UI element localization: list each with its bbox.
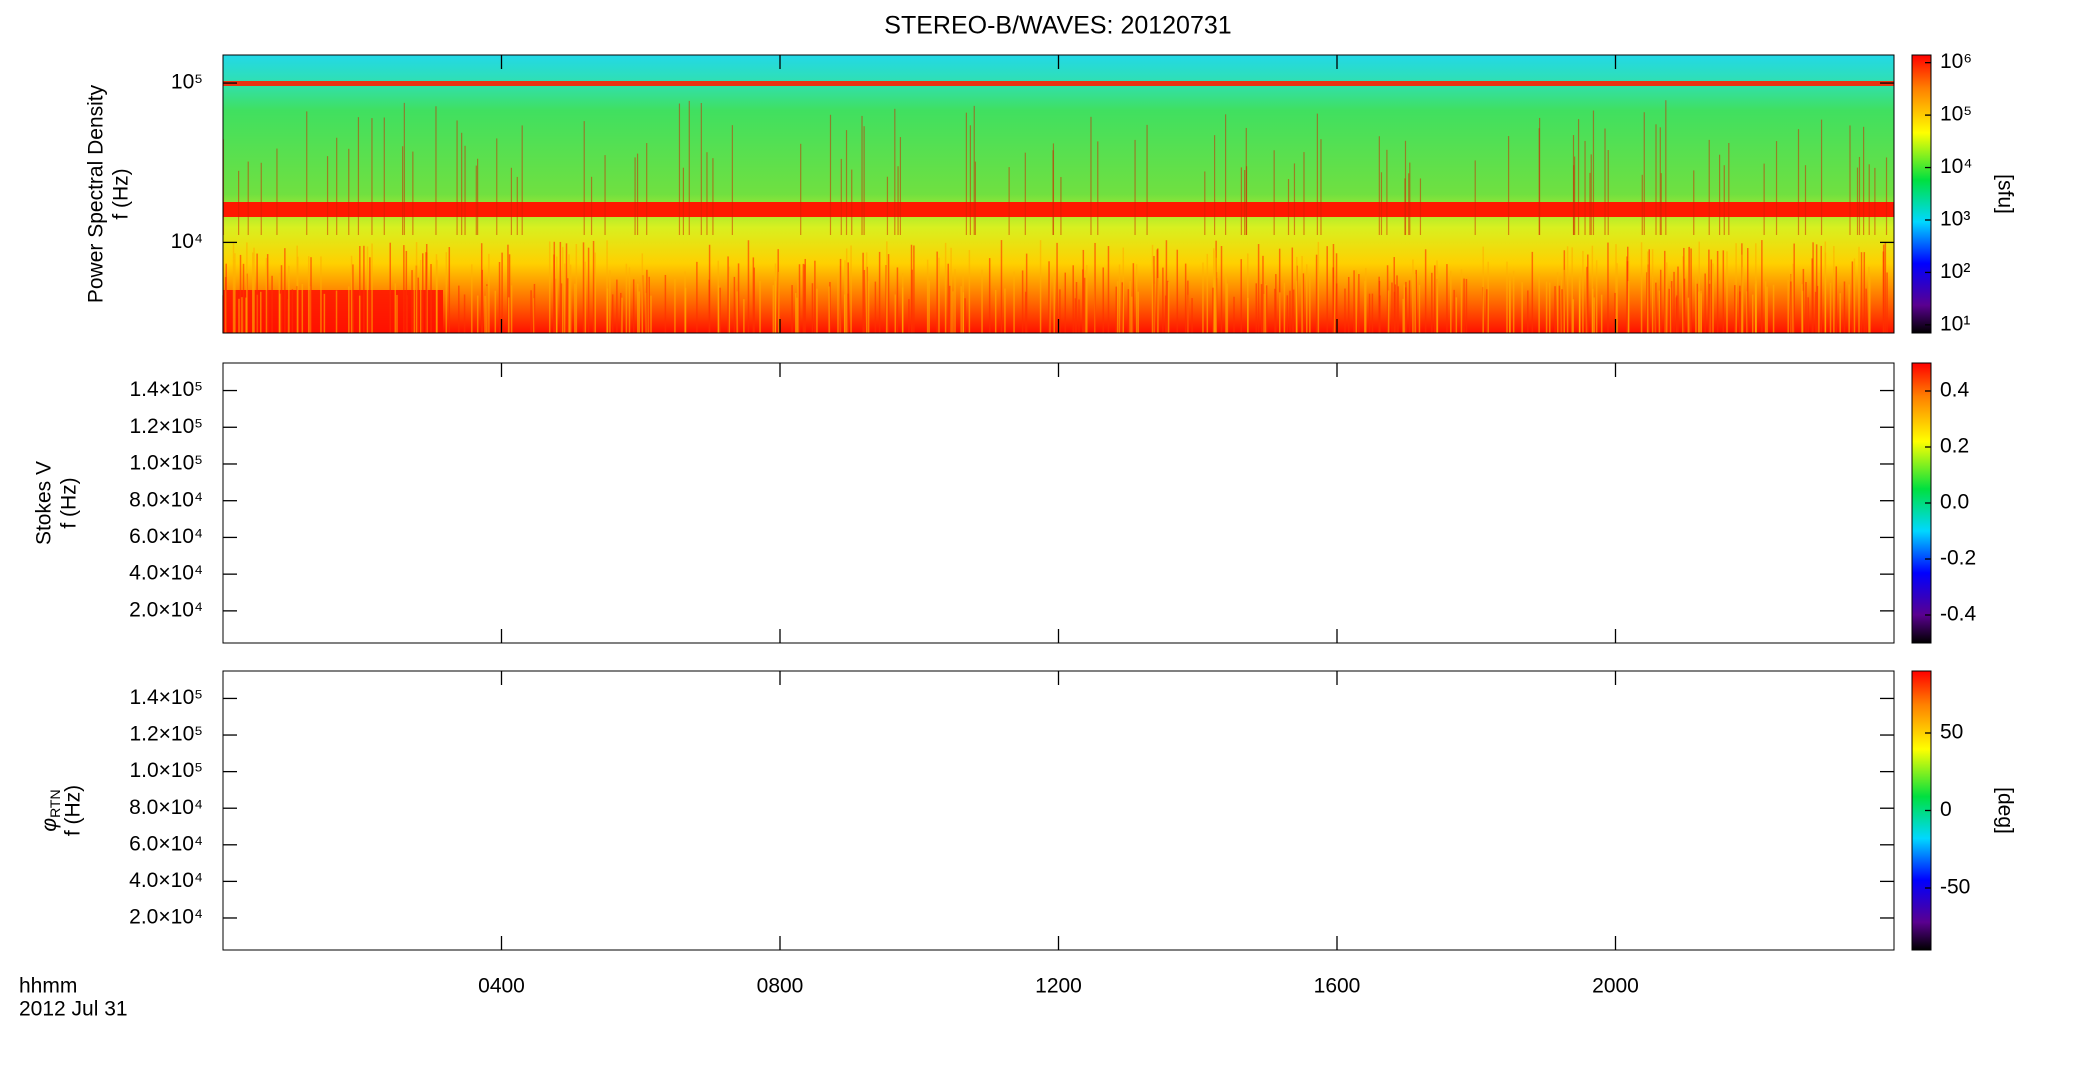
colorbar-tick-label: 10⁵ <box>1940 103 1972 126</box>
colorbar-tick-label: 0 <box>1940 798 1952 821</box>
colorbar-title: [deg] <box>1993 787 2016 834</box>
y-axis-symbol: φ <box>38 818 61 832</box>
spectrogram <box>222 55 1894 333</box>
x-tick-label: 0800 <box>757 975 804 998</box>
y-tick-label: 8.0×10⁴ <box>129 796 203 819</box>
colorbar-tick-label: 10³ <box>1940 208 1970 231</box>
panel-frame <box>222 670 1895 951</box>
y-tick-label: 1.4×10⁵ <box>129 378 203 401</box>
y-tick-label: 1.0×10⁵ <box>129 759 203 782</box>
colorbar-tick-label: 10² <box>1940 260 1970 283</box>
x-axis-title: hhmm <box>19 975 77 998</box>
y-tick-label: 1.2×10⁵ <box>129 723 203 746</box>
colorbar-tick-label: 0.2 <box>1940 435 1969 458</box>
y-axis-title: f (Hz) <box>110 168 133 219</box>
y-tick-label: 4.0×10⁴ <box>129 869 203 892</box>
y-tick-label: 2.0×10⁴ <box>129 598 203 621</box>
y-tick-label: 6.0×10⁴ <box>129 832 203 855</box>
colorbar-title: [sfu] <box>1993 174 2016 214</box>
x-axis-title: 2012 Jul 31 <box>19 998 128 1021</box>
chart-title: STEREO-B/WAVES: 20120731 <box>884 12 1231 40</box>
colorbar-tick-label: -0.2 <box>1940 547 1976 570</box>
colorbar <box>1911 54 1932 334</box>
y-tick-label: 4.0×10⁴ <box>129 562 203 585</box>
y-axis-title: φRTN <box>38 789 63 831</box>
colorbar-tick-label: 10⁴ <box>1940 155 1972 178</box>
y-axis-subscript: RTN <box>47 789 63 818</box>
y-tick-label: 8.0×10⁴ <box>129 488 203 511</box>
y-axis-title: f (Hz) <box>58 477 81 528</box>
colorbar-tick-label: 0.0 <box>1940 491 1969 514</box>
colorbar-tick-label: -50 <box>1940 876 1970 899</box>
x-tick-label: 0400 <box>478 975 525 998</box>
y-tick-label: 2.0×10⁴ <box>129 906 203 929</box>
y-tick-label: 1.0×10⁵ <box>129 452 203 475</box>
colorbar-tick-label: 0.4 <box>1940 379 1970 402</box>
x-tick-label: 1200 <box>1035 975 1082 998</box>
y-tick-label: 10⁵ <box>171 71 203 94</box>
colorbar-tick-label: 10⁶ <box>1940 50 1972 73</box>
y-axis-title: Power Spectral Density <box>85 84 108 303</box>
y-axis-title: Stokes V <box>33 461 56 545</box>
panel-frame <box>222 362 1895 644</box>
y-tick-label: 10⁴ <box>171 230 203 253</box>
y-tick-label: 1.2×10⁵ <box>129 415 203 438</box>
colorbar-tick-label: 50 <box>1940 721 1963 744</box>
y-tick-label: 6.0×10⁴ <box>129 525 203 548</box>
y-axis-title: f (Hz) <box>62 785 85 836</box>
colorbar-tick-label: -0.4 <box>1940 603 1977 626</box>
y-tick-label: 1.4×10⁵ <box>129 686 203 709</box>
x-tick-label: 1600 <box>1314 975 1361 998</box>
x-tick-label: 2000 <box>1592 975 1639 998</box>
colorbar-tick-label: 10¹ <box>1940 312 1970 335</box>
